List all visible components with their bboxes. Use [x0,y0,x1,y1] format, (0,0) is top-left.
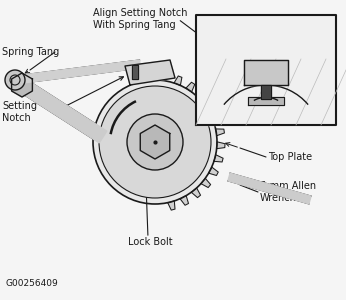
Polygon shape [132,65,138,79]
Polygon shape [211,115,221,123]
Polygon shape [12,73,33,97]
Polygon shape [244,60,288,85]
Circle shape [127,114,183,170]
Text: Lock Bolt: Lock Bolt [128,237,173,247]
Text: Setting
Notch: Setting Notch [2,101,37,123]
Polygon shape [261,85,271,99]
Polygon shape [217,142,225,148]
Text: Spring Tang: Spring Tang [2,47,59,57]
Polygon shape [191,188,201,198]
Polygon shape [180,196,189,205]
Polygon shape [15,60,140,84]
Polygon shape [186,82,195,92]
Polygon shape [201,178,211,188]
Circle shape [99,86,211,198]
Polygon shape [216,129,225,136]
Polygon shape [214,155,223,162]
Text: Top Plate: Top Plate [268,152,312,162]
Polygon shape [228,173,311,204]
Polygon shape [197,91,206,101]
Text: G00256409: G00256409 [5,279,58,288]
Text: Align Setting Notch
With Spring Tang: Align Setting Notch With Spring Tang [93,8,188,30]
Circle shape [93,80,217,204]
Polygon shape [248,97,284,105]
Polygon shape [209,167,218,176]
Polygon shape [174,76,182,86]
Text: 6-mm Allen
Wrench: 6-mm Allen Wrench [260,181,316,203]
Polygon shape [18,79,107,143]
Circle shape [5,70,25,90]
Polygon shape [168,201,175,210]
Polygon shape [125,60,175,85]
Polygon shape [196,15,336,125]
Polygon shape [205,102,215,111]
Polygon shape [140,125,170,159]
